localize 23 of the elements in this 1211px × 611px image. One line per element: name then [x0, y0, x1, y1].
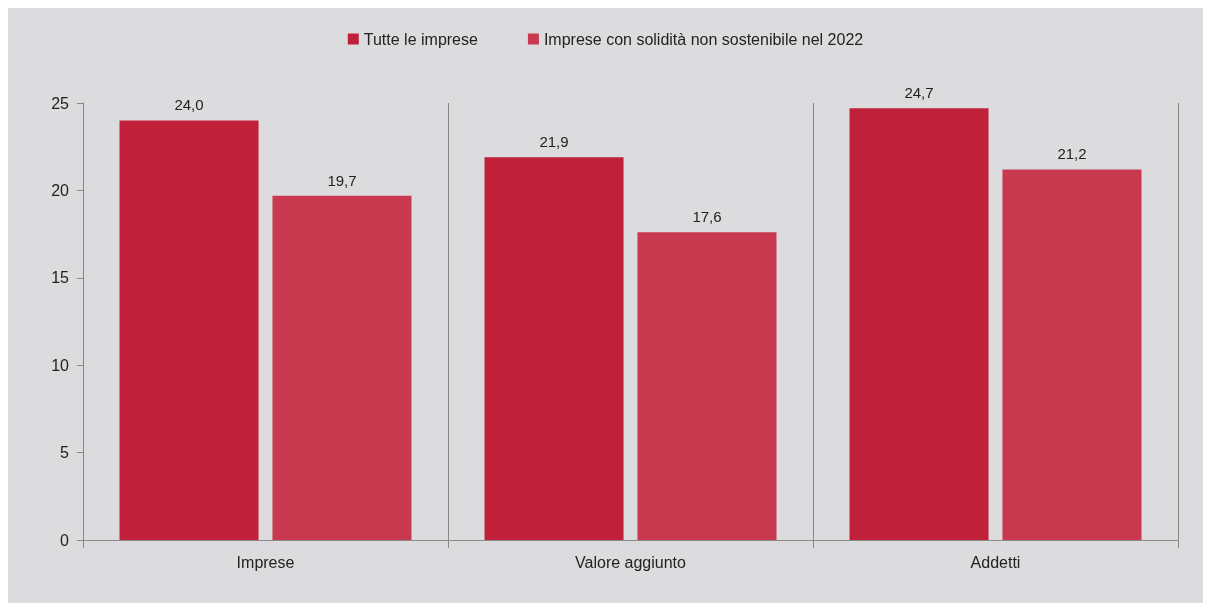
legend-label: Tutte le imprese — [363, 30, 478, 48]
legend-label: Imprese con solidità non sostenibile nel 2022 — [543, 30, 864, 48]
y-tick-label: 20 — [51, 181, 70, 199]
bar — [849, 108, 989, 540]
data-label: 21,9 — [539, 133, 569, 151]
data-label: 17,6 — [692, 208, 722, 226]
y-tick-label: 10 — [51, 356, 70, 374]
y-tick-label: 15 — [51, 269, 70, 287]
bar — [637, 232, 777, 540]
bar — [119, 120, 259, 540]
bar — [272, 195, 412, 540]
y-tick-label: 25 — [51, 94, 70, 112]
data-label: 24,7 — [904, 84, 934, 102]
x-tick-label: Addetti — [970, 553, 1021, 571]
data-label: 19,7 — [327, 171, 357, 189]
data-label: 21,2 — [1057, 145, 1087, 163]
x-tick-label: Imprese — [236, 553, 295, 571]
bar — [484, 157, 624, 540]
y-tick-label: 5 — [60, 444, 70, 462]
bar — [1002, 169, 1142, 540]
data-label: 24,0 — [174, 96, 204, 114]
x-tick-label: Valore aggiunto — [575, 553, 687, 571]
y-tick-label: 0 — [60, 531, 70, 549]
